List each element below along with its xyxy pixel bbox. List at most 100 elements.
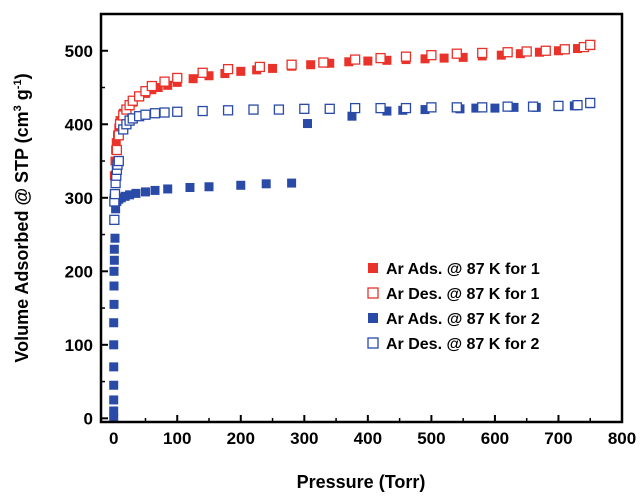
series-3-point — [140, 187, 150, 197]
legend-marker — [367, 337, 379, 349]
series-3-point — [302, 119, 312, 129]
series-4-point — [349, 102, 361, 114]
series-4-point — [149, 108, 161, 119]
data-points-layer — [109, 39, 596, 423]
series-1-point — [534, 47, 544, 57]
series-1-point — [268, 63, 278, 73]
y-axis-title: Volume Adsorbed @ STP (cm3 g-1) — [12, 73, 32, 362]
series-3-point — [185, 182, 195, 192]
series-1-point — [573, 44, 583, 54]
series-4-point — [375, 102, 386, 114]
series-4-point — [299, 103, 310, 114]
series-1-point — [325, 58, 335, 68]
series-3-point — [131, 188, 141, 198]
series-4-point — [197, 105, 208, 117]
series-3-point — [109, 318, 119, 328]
series-4-point — [426, 102, 437, 113]
series-4-point — [109, 214, 120, 225]
series-3-point — [109, 380, 119, 390]
series-3-point — [347, 111, 357, 121]
x-axis-title: Pressure (Torr) — [297, 472, 426, 492]
series-3-point — [261, 179, 271, 189]
series-4-point — [477, 102, 488, 113]
x-tick-label: 600 — [481, 429, 509, 448]
series-3-point — [150, 185, 160, 195]
legend-marker — [368, 313, 378, 323]
series-4-point — [172, 106, 183, 117]
y-tick-label: 500 — [65, 42, 93, 61]
series-2-point — [585, 39, 596, 51]
series-4-point — [248, 104, 259, 115]
x-tick-label: 100 — [163, 429, 191, 448]
series-1-point — [496, 50, 506, 60]
series-4-point — [553, 100, 564, 112]
series-1-point — [553, 46, 563, 56]
series-1-point — [306, 60, 316, 70]
y-tick-label: 100 — [65, 336, 93, 355]
series-1-point — [153, 83, 163, 93]
series-1-point — [363, 56, 373, 66]
legend-label: Ar Ads. @ 87 K for 2 — [386, 311, 540, 328]
series-2-point — [286, 59, 297, 70]
series-3-point — [109, 244, 119, 254]
series-4-point — [585, 97, 596, 109]
legend-label: Ar Des. @ 87 K for 1 — [386, 286, 540, 303]
x-tick-label: 700 — [544, 429, 572, 448]
series-3-point — [109, 299, 119, 309]
series-3-point — [109, 413, 119, 423]
series-2-point — [400, 51, 412, 62]
series-3-point — [109, 395, 119, 405]
series-2-point — [254, 61, 265, 73]
x-tick-label: 400 — [354, 429, 382, 448]
series-2-point — [559, 44, 570, 55]
series-3-point — [509, 102, 519, 112]
series-4-point — [159, 107, 170, 118]
series-4-point — [113, 155, 124, 167]
x-tick-label: 500 — [417, 429, 445, 448]
series-2-point — [197, 67, 208, 78]
series-3-point — [163, 184, 173, 194]
x-tick-label: 0 — [109, 429, 118, 448]
y-tick-label: 400 — [65, 115, 93, 134]
y-tick-label: 0 — [84, 409, 93, 428]
series-4-point — [222, 105, 234, 116]
series-2-point — [159, 76, 170, 87]
series-4-point — [572, 100, 583, 111]
series-4-point — [324, 103, 335, 114]
series-2-point — [451, 48, 462, 59]
legend: Ar Ads. @ 87 K for 1 Ar Des. @ 87 K for 1… — [367, 261, 540, 353]
series-3-point — [420, 105, 430, 115]
series-4-point — [109, 188, 121, 200]
series-3-point — [109, 281, 119, 291]
tick-layer: 0 100 200 300 400 500 600 700 800 0 100 200 300 400 50… — [65, 42, 637, 448]
series-2-point — [222, 63, 234, 75]
series-3-point — [236, 180, 246, 190]
legend-label: Ar Ads. @ 87 K for 1 — [386, 261, 540, 278]
x-tick-label: 800 — [608, 429, 636, 448]
series-2-point — [521, 46, 532, 57]
series-1-point — [204, 71, 214, 81]
series-1-point — [458, 52, 468, 62]
series-2-point — [426, 50, 437, 61]
series-1-point — [344, 57, 354, 67]
series-2-point — [146, 80, 157, 92]
series-3-point — [287, 178, 297, 188]
series-2-point — [502, 47, 513, 58]
series-4-point — [400, 102, 412, 114]
series-4-point — [502, 101, 513, 112]
series-3-point — [471, 103, 481, 113]
y-tick-label: 200 — [65, 262, 93, 281]
series-4-point — [451, 102, 462, 113]
series-2-point — [111, 144, 123, 156]
plot-frame — [99, 12, 624, 424]
series-3-point — [110, 233, 120, 243]
series-2-point — [318, 57, 329, 68]
series-3-point — [125, 190, 135, 200]
x-tick-label: 300 — [290, 429, 318, 448]
y-tick-label: 300 — [65, 189, 93, 208]
series-3-point — [109, 340, 119, 350]
series-2-point — [349, 54, 361, 65]
series-3-point — [111, 204, 121, 214]
series-1-point — [515, 49, 525, 59]
